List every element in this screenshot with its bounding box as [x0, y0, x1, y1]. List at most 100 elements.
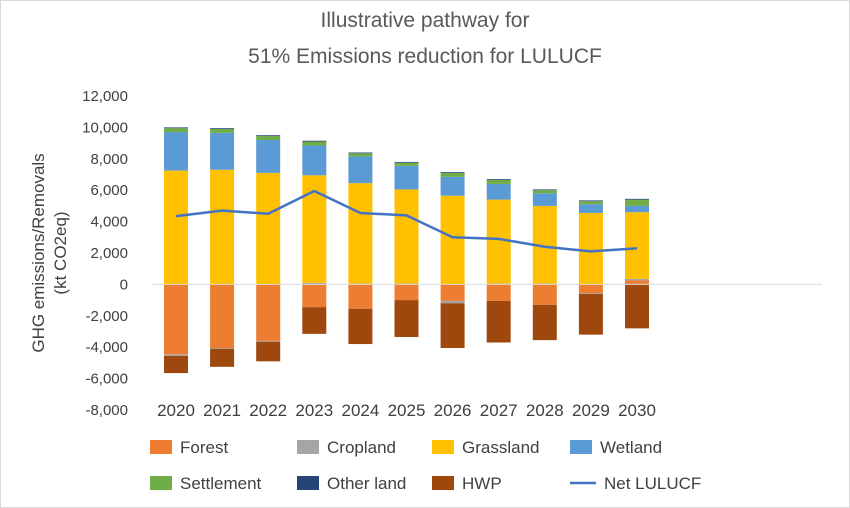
bar-wetland-2023 — [302, 145, 327, 176]
net-lulucf-line — [175, 189, 638, 253]
y-tick-label: 12,000 — [82, 88, 128, 105]
legend-label-forest: Forest — [180, 438, 228, 457]
legend-swatch-wetland — [570, 440, 592, 454]
x-tick-label: 2021 — [203, 401, 241, 420]
bar-hwp-2024 — [348, 308, 373, 345]
legend-label-cropland: Cropland — [327, 438, 396, 457]
legend-label-grassland: Grassland — [462, 438, 539, 457]
bar-forest-2027 — [486, 284, 511, 301]
bar-other-land-2024 — [348, 152, 373, 154]
y-tick-label: 0 — [120, 276, 128, 293]
bar-other-land-2029 — [578, 200, 603, 202]
bar-forest-2030 — [625, 280, 649, 285]
legend-swatch-forest — [150, 440, 172, 454]
bar-settlement-2026 — [440, 172, 465, 177]
bar-forest-2021 — [210, 284, 235, 348]
bar-forest-2029 — [578, 284, 603, 294]
y-tick-label: 2,000 — [90, 245, 128, 262]
y-tick-label: 8,000 — [90, 151, 128, 168]
y-tick-label: 10,000 — [82, 119, 128, 136]
bar-settlement-2027 — [486, 179, 511, 184]
legend-swatch-settlement — [150, 476, 172, 490]
x-tick-label: 2026 — [434, 401, 472, 420]
bar-wetland-2027 — [486, 183, 511, 200]
bar-forest-2028 — [532, 284, 557, 305]
y-tick-label: 4,000 — [90, 214, 128, 231]
bar-cropland-2023 — [302, 282, 327, 285]
legend-label-wetland: Wetland — [600, 438, 662, 457]
bar-cropland-2020 — [164, 354, 188, 356]
x-tick-label: 2020 — [157, 401, 195, 420]
bar-wetland-2028 — [532, 193, 557, 206]
bar-other-land-2021 — [210, 128, 235, 129]
legend-swatch-hwp — [432, 476, 454, 490]
chart-title-line-2: 51% Emissions reduction for LULUCF — [248, 45, 602, 68]
bar-grassland-2029 — [578, 212, 603, 285]
bar-wetland-2029 — [578, 204, 603, 213]
legend-swatch-other-land — [297, 476, 319, 490]
bar-cropland-2021 — [210, 347, 235, 349]
x-tick-label: 2024 — [341, 401, 379, 420]
bar-grassland-2023 — [302, 175, 327, 283]
bar-forest-2026 — [440, 284, 465, 301]
x-tick-label: 2027 — [480, 401, 518, 420]
bar-other-land-2026 — [440, 172, 465, 173]
bar-settlement-2021 — [210, 128, 235, 133]
x-tick-label: 2023 — [295, 401, 333, 420]
bar-settlement-2030 — [625, 199, 649, 206]
bar-grassland-2027 — [486, 199, 511, 284]
bar-hwp-2028 — [532, 304, 557, 341]
legend: Forest Cropland Grassland Wetland Settlement… — [150, 438, 701, 493]
bar-other-land-2020 — [164, 127, 188, 129]
chart-title-line-1: Illustrative pathway for — [321, 9, 530, 32]
bar-grassland-2021 — [210, 169, 235, 285]
bar-cropland-2029 — [578, 293, 603, 294]
bar-settlement-2028 — [532, 190, 557, 194]
legend-swatch-grassland — [432, 440, 454, 454]
bar-settlement-2029 — [578, 201, 603, 205]
bar-wetland-2022 — [256, 139, 281, 173]
bar-hwp-2021 — [210, 348, 235, 367]
legend-label-net-lulucf: Net LULUCF — [604, 474, 701, 493]
bar-cropland-2030 — [625, 278, 649, 281]
bar-hwp-2022 — [256, 341, 281, 362]
x-axis-ticks: 2020 2021 2022 2023 2024 2025 2026 2027 2028 2029… — [157, 401, 656, 420]
bar-wetland-2026 — [440, 176, 465, 196]
bar-hwp-2025 — [394, 300, 419, 337]
bar-settlement-2022 — [256, 136, 281, 140]
legend-label-hwp: HWP — [462, 474, 502, 493]
bar-forest-2022 — [256, 284, 281, 341]
bar-grassland-2026 — [440, 195, 465, 285]
bar-hwp-2030 — [625, 284, 649, 329]
y-tick-label: 6,000 — [90, 182, 128, 199]
net-line-group — [175, 189, 638, 253]
bar-grassland-2020 — [164, 170, 188, 285]
bar-settlement-2025 — [394, 162, 419, 166]
bar-hwp-2023 — [302, 307, 327, 334]
bar-hwp-2027 — [486, 300, 511, 343]
bar-other-land-2030 — [625, 198, 649, 200]
bar-hwp-2026 — [440, 303, 465, 348]
x-tick-label: 2028 — [526, 401, 564, 420]
bar-forest-2024 — [348, 284, 373, 309]
bar-other-land-2023 — [302, 140, 327, 142]
bar-cropland-2026 — [440, 300, 465, 304]
legend-swatch-cropland — [297, 440, 319, 454]
bar-hwp-2029 — [578, 293, 603, 335]
bar-stacks — [164, 127, 649, 374]
x-tick-label: 2029 — [572, 401, 610, 420]
bar-wetland-2020 — [164, 132, 188, 171]
bar-grassland-2024 — [348, 183, 373, 284]
bar-hwp-2020 — [164, 355, 188, 374]
bar-grassland-2025 — [394, 189, 419, 284]
bar-other-land-2028 — [532, 189, 557, 191]
bar-settlement-2020 — [164, 128, 188, 133]
y-tick-label: -6,000 — [85, 371, 128, 388]
y-axis-label-line-1: GHG emissions/Removals — [29, 153, 48, 352]
bar-forest-2025 — [394, 284, 419, 301]
bar-settlement-2023 — [302, 141, 327, 146]
bar-other-land-2027 — [486, 179, 511, 180]
y-axis-ticks: 12,000 10,000 8,000 6,000 4,000 2,000 0 -2,000 -… — [82, 88, 128, 419]
